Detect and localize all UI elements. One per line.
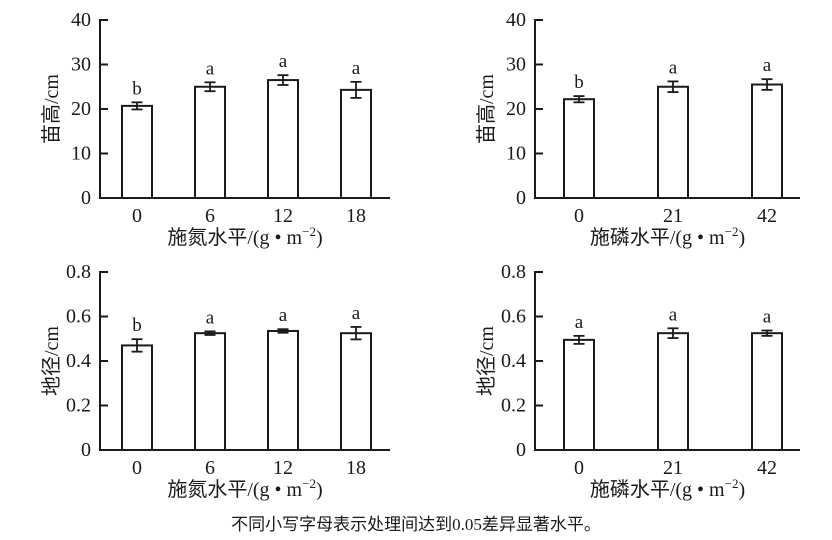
bar — [121, 104, 153, 199]
bar — [563, 338, 595, 451]
y-tick-label: 20 — [71, 98, 91, 120]
bar — [751, 83, 783, 199]
significance-letter: a — [352, 58, 361, 79]
bar-chart: 0 10 20 30 40 苗高/cm b 0 a 21 a 42 施磷水平/(g • m−2) — [475, 9, 800, 249]
x-tick-label: 42 — [757, 205, 777, 227]
bar — [751, 332, 783, 451]
y-tick-label: 0 — [516, 439, 526, 461]
bar-chart: 0 0.2 0.4 0.6 0.8 地径/cm b 0 a 6 a 12 a 18 施氮水平/(g • m−… — [40, 261, 390, 501]
y-axis-label: 地径/cm — [40, 326, 63, 396]
bar — [657, 85, 689, 199]
bar — [267, 79, 299, 199]
y-axis-label: 地径/cm — [475, 326, 498, 396]
chart-panel-seedling-height-phosphorus: 0 10 20 30 40 苗高/cm b 0 a 21 a 42 施磷水平/(g • m−2) — [416, 0, 832, 252]
chart-panel-ground-diameter-nitrogen: 0 0.2 0.4 0.6 0.8 地径/cm b 0 a 6 a 12 a 18 施氮水平/(g • m−… — [0, 252, 416, 504]
x-tick-label: 18 — [346, 205, 366, 227]
significance-letter: a — [763, 307, 772, 328]
y-tick-label: 20 — [506, 98, 526, 120]
y-axis-label: 苗高/cm — [475, 74, 498, 144]
chart-panel-ground-diameter-phosphorus: 0 0.2 0.4 0.6 0.8 地径/cm a 0 a 21 a 42 施磷水平/(g • m−2) — [416, 252, 832, 504]
significance-letter: a — [352, 303, 361, 324]
y-tick-label: 40 — [506, 9, 526, 31]
bar — [340, 332, 372, 451]
y-tick-label: 0.4 — [66, 350, 91, 372]
bar — [340, 88, 372, 199]
significance-letter: a — [669, 304, 678, 325]
x-tick-label: 21 — [663, 205, 683, 227]
significance-letter: a — [206, 58, 215, 79]
x-tick-label: 12 — [273, 205, 293, 227]
bar — [194, 85, 226, 199]
y-tick-label: 10 — [71, 143, 91, 165]
y-tick-label: 0.2 — [501, 395, 526, 417]
y-tick-label: 0 — [516, 187, 526, 209]
x-tick-label: 42 — [757, 457, 777, 479]
bar — [121, 344, 153, 451]
y-tick-label: 0.6 — [66, 306, 91, 328]
x-tick-label: 0 — [132, 457, 142, 479]
significance-letter: a — [669, 57, 678, 78]
significance-letter: a — [575, 312, 584, 333]
y-axis-label: 苗高/cm — [40, 74, 63, 144]
x-axis-label: 施氮水平/(g • m−2) — [167, 476, 322, 501]
bar-chart: 0 10 20 30 40 苗高/cm b 0 a 6 a 12 a 18 施氮水平/(g • m−2) — [40, 9, 390, 249]
significance-letter: a — [763, 55, 772, 76]
significance-letter: b — [132, 315, 142, 336]
x-tick-label: 6 — [205, 457, 215, 479]
y-tick-label: 0 — [81, 187, 91, 209]
x-tick-label: 12 — [273, 457, 293, 479]
y-tick-label: 0.8 — [66, 261, 91, 283]
figure-caption: 不同小写字母表示处理间达到0.05差异显著水平。 — [231, 514, 601, 534]
y-tick-label: 40 — [71, 9, 91, 31]
significance-letter: a — [279, 51, 288, 72]
x-tick-label: 0 — [574, 205, 584, 227]
x-tick-label: 0 — [132, 205, 142, 227]
y-tick-label: 0.2 — [66, 395, 91, 417]
significance-letter: a — [279, 305, 288, 326]
x-tick-label: 18 — [346, 457, 366, 479]
bar — [194, 332, 226, 451]
x-tick-label: 21 — [663, 457, 683, 479]
chart-panel-seedling-height-nitrogen: 0 10 20 30 40 苗高/cm b 0 a 6 a 12 a 18 施氮水平/(g • m−2) — [0, 0, 416, 252]
bar-chart: 0 0.2 0.4 0.6 0.8 地径/cm a 0 a 21 a 42 施磷水平/(g • m−2) — [475, 261, 800, 501]
y-tick-label: 0.4 — [501, 350, 526, 372]
bar — [563, 98, 595, 199]
x-axis-label: 施磷水平/(g • m−2) — [590, 224, 745, 249]
bar — [267, 329, 299, 451]
y-tick-label: 10 — [506, 143, 526, 165]
y-tick-label: 30 — [506, 54, 526, 76]
significance-letter: a — [206, 307, 215, 328]
y-tick-label: 0 — [81, 439, 91, 461]
x-axis-label: 施磷水平/(g • m−2) — [590, 476, 745, 501]
x-axis-label: 施氮水平/(g • m−2) — [167, 224, 322, 249]
significance-letter: b — [574, 72, 584, 93]
x-tick-label: 0 — [574, 457, 584, 479]
significance-letter: b — [132, 78, 142, 99]
y-tick-label: 30 — [71, 54, 91, 76]
y-tick-label: 0.8 — [501, 261, 526, 283]
chart-grid: 0 10 20 30 40 苗高/cm b 0 a 6 a 12 a 18 施氮水平/(g • m−2) 0… — [0, 0, 832, 504]
x-tick-label: 6 — [205, 205, 215, 227]
bar — [657, 332, 689, 451]
y-tick-label: 0.6 — [501, 306, 526, 328]
